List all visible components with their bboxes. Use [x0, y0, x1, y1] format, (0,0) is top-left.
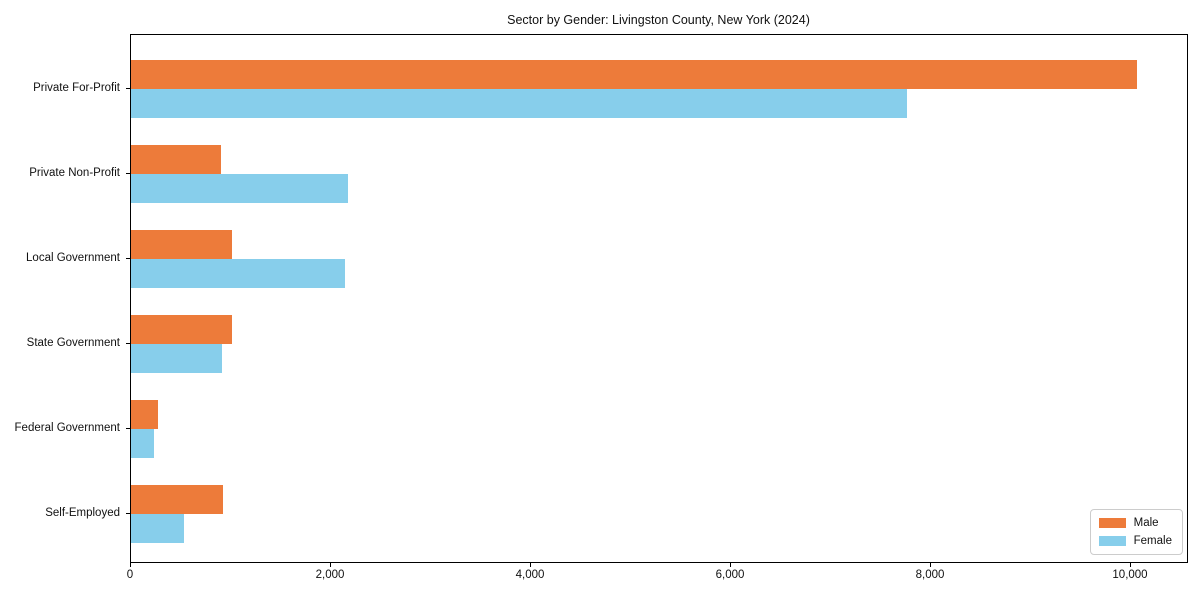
legend-label-male: Male	[1133, 517, 1159, 529]
x-tick-mark	[330, 563, 331, 567]
x-tick-mark	[1130, 563, 1131, 567]
bar-male-4	[131, 399, 158, 429]
bar-female-3	[131, 343, 222, 373]
y-tick-label: Local Government	[26, 252, 120, 265]
bar-female-2	[131, 259, 345, 289]
y-tick-mark	[126, 258, 130, 260]
x-tick-mark	[530, 563, 531, 567]
y-tick-label: Self-Employed	[45, 506, 120, 519]
legend: Male Female	[1089, 509, 1183, 555]
bar-male-5	[131, 484, 223, 514]
bar-female-1	[131, 174, 348, 204]
x-tick-label: 10,000	[1112, 569, 1148, 581]
female-swatch	[1098, 536, 1126, 546]
y-tick-mark	[126, 427, 130, 429]
y-tick-label: State Government	[26, 336, 120, 349]
bar-female-5	[131, 513, 184, 543]
x-tick-mark	[130, 563, 131, 567]
bar-female-4	[131, 428, 154, 458]
legend-row-female: Female	[1098, 535, 1172, 547]
x-tick-label: 8,000	[915, 569, 945, 581]
x-tick-mark	[930, 563, 931, 567]
legend-row-male: Male	[1098, 517, 1172, 529]
bar-male-3	[131, 314, 232, 344]
x-tick-label: 6,000	[715, 569, 745, 581]
y-tick-mark	[126, 88, 130, 90]
x-tick-label: 2,000	[315, 569, 345, 581]
bar-male-2	[131, 230, 232, 260]
x-tick-mark	[730, 563, 731, 567]
y-tick-label: Private For-Profit	[33, 82, 120, 95]
y-tick-mark	[126, 173, 130, 175]
legend-label-female: Female	[1133, 535, 1172, 547]
x-tick-label: 4,000	[515, 569, 545, 581]
bar-male-0	[131, 60, 1137, 90]
y-tick-label: Federal Government	[14, 421, 120, 434]
y-tick-label: Private Non-Profit	[29, 167, 120, 180]
plot-area: Male Female	[130, 34, 1188, 563]
x-tick-label: 0	[126, 569, 134, 581]
y-tick-mark	[126, 342, 130, 344]
bar-male-1	[131, 145, 221, 175]
y-tick-mark	[126, 512, 130, 514]
chart-title: Sector by Gender: Livingston County, New…	[507, 13, 810, 27]
male-swatch	[1098, 518, 1126, 528]
bar-female-0	[131, 89, 907, 119]
